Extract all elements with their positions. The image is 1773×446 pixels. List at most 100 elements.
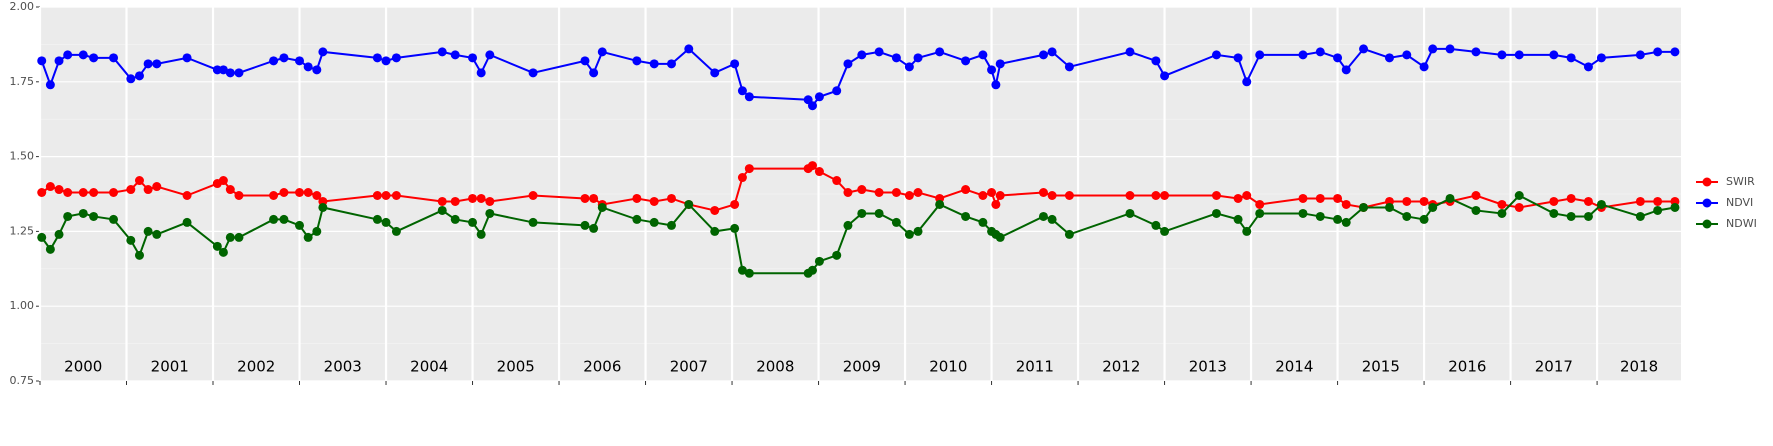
data-point	[37, 232, 47, 242]
year-label: 2002	[237, 358, 275, 376]
data-point	[89, 188, 99, 198]
data-point	[1384, 53, 1394, 63]
data-point	[182, 53, 192, 63]
y-tick-label: 1.25	[10, 224, 35, 237]
data-point	[54, 56, 64, 66]
data-point	[1566, 53, 1576, 63]
data-point	[152, 182, 162, 192]
legend-point	[1702, 177, 1712, 187]
data-point	[684, 199, 694, 209]
data-point	[126, 185, 136, 195]
data-point	[730, 59, 740, 69]
data-point	[1583, 62, 1593, 72]
series-line	[41, 164, 1675, 212]
data-point	[1125, 190, 1135, 200]
data-point	[476, 68, 486, 78]
data-point	[814, 92, 824, 102]
data-point	[1038, 188, 1048, 198]
data-point	[391, 53, 401, 63]
year-label: 2015	[1362, 358, 1400, 376]
data-point	[279, 188, 289, 198]
data-point	[1635, 211, 1645, 221]
year-label: 2000	[64, 358, 102, 376]
data-point	[987, 188, 997, 198]
data-point	[1359, 44, 1369, 54]
data-point	[1428, 202, 1438, 212]
data-point	[1047, 47, 1057, 57]
data-point	[1566, 193, 1576, 203]
data-point	[1514, 202, 1524, 212]
data-point	[666, 193, 676, 203]
data-point	[468, 53, 478, 63]
data-point	[737, 265, 747, 275]
year-label: 2001	[151, 358, 189, 376]
data-point	[450, 50, 460, 60]
data-point	[1419, 196, 1429, 206]
data-point	[1341, 217, 1351, 227]
data-point	[589, 193, 599, 203]
data-point	[1670, 202, 1680, 212]
year-label: 2005	[497, 358, 535, 376]
data-point	[54, 185, 64, 195]
data-point	[1038, 50, 1048, 60]
data-point	[857, 208, 867, 218]
data-point	[589, 223, 599, 233]
data-point	[1125, 208, 1135, 218]
year-label: 2007	[670, 358, 708, 376]
data-point	[904, 62, 914, 72]
data-point	[152, 59, 162, 69]
data-point	[63, 211, 73, 221]
year-label: 2003	[324, 358, 362, 376]
y-tick-label: 1.00	[10, 299, 35, 312]
year-label: 2009	[843, 358, 881, 376]
data-point	[649, 59, 659, 69]
data-point	[891, 188, 901, 198]
year-label: 2012	[1102, 358, 1140, 376]
data-point	[1298, 208, 1308, 218]
data-point	[109, 188, 119, 198]
data-point	[134, 71, 144, 81]
data-point	[109, 53, 119, 63]
year-label: 2016	[1448, 358, 1486, 376]
data-point	[1402, 50, 1412, 60]
data-point	[476, 229, 486, 239]
data-point	[225, 185, 235, 195]
data-point	[1471, 47, 1481, 57]
data-point	[269, 214, 279, 224]
data-point	[1341, 65, 1351, 75]
data-point	[935, 47, 945, 57]
data-point	[152, 229, 162, 239]
data-point	[978, 190, 988, 200]
data-point	[737, 173, 747, 183]
data-point	[1151, 190, 1161, 200]
data-point	[710, 68, 720, 78]
data-point	[218, 65, 228, 75]
data-point	[874, 188, 884, 198]
data-point	[1497, 208, 1507, 218]
data-point	[476, 193, 486, 203]
data-point	[1653, 196, 1663, 206]
data-point	[1497, 50, 1507, 60]
data-point	[1255, 199, 1265, 209]
data-point	[580, 56, 590, 66]
data-point	[1471, 205, 1481, 215]
data-point	[63, 188, 73, 198]
legend-label: NDVI	[1726, 196, 1753, 209]
data-point	[1583, 211, 1593, 221]
year-label: 2011	[1016, 358, 1054, 376]
data-point	[832, 250, 842, 260]
data-point	[710, 205, 720, 215]
data-point	[744, 92, 754, 102]
data-point	[730, 199, 740, 209]
data-point	[485, 50, 495, 60]
data-point	[904, 229, 914, 239]
data-point	[1315, 47, 1325, 57]
data-point	[1402, 211, 1412, 221]
data-point	[744, 268, 754, 278]
data-point	[843, 59, 853, 69]
data-point	[978, 50, 988, 60]
data-point	[807, 265, 817, 275]
data-point	[649, 196, 659, 206]
data-point	[1596, 53, 1606, 63]
data-point	[134, 176, 144, 186]
